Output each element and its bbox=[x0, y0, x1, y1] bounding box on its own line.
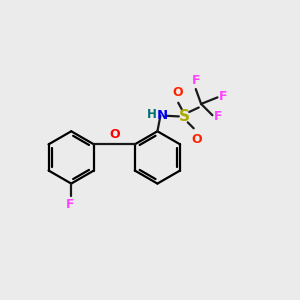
Text: F: F bbox=[219, 90, 228, 103]
Text: S: S bbox=[179, 109, 190, 124]
Text: O: O bbox=[191, 134, 202, 146]
Text: O: O bbox=[172, 85, 183, 99]
Text: N: N bbox=[157, 109, 168, 122]
Text: F: F bbox=[191, 74, 200, 87]
Text: H: H bbox=[147, 108, 157, 121]
Text: F: F bbox=[214, 110, 223, 123]
Text: F: F bbox=[65, 198, 74, 211]
Text: O: O bbox=[109, 128, 120, 141]
